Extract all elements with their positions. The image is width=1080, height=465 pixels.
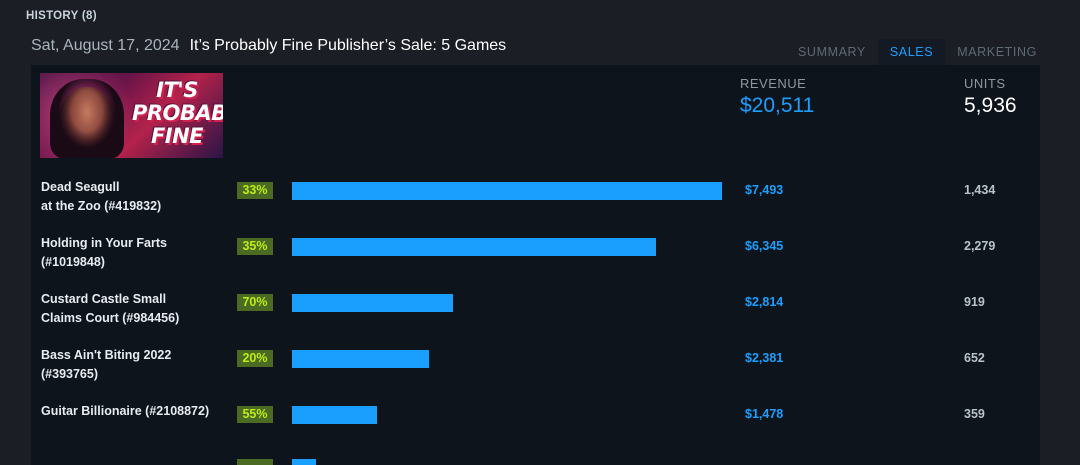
game-name[interactable]: Bass Ain't Biting 2022 (#393765) xyxy=(41,346,231,384)
game-name-line-2: Claims Court (#984456) xyxy=(41,311,180,325)
game-name-line-1: Custard Castle Small xyxy=(41,292,167,306)
discount-badge: 70% xyxy=(237,294,273,311)
units-label: UNITS xyxy=(964,76,1006,91)
row-units-value: 359 xyxy=(964,407,985,421)
partial-next-row xyxy=(237,457,327,465)
game-name-line-2: at the Zoo (#419832) xyxy=(41,199,162,213)
units-total: 5,936 xyxy=(964,94,1017,117)
revenue-bar xyxy=(292,182,722,200)
row-revenue-value: $6,345 xyxy=(745,239,784,253)
revenue-bar xyxy=(292,406,377,424)
capsule-logo-line-2: PROBABLY xyxy=(132,101,223,125)
row-units-value: 2,279 xyxy=(964,239,996,253)
sales-row[interactable]: Holding in Your Farts (#1019848) 35% $6,345… xyxy=(31,234,1040,290)
game-name-line-2: (#393765) xyxy=(41,367,98,381)
discount-badge: 33% xyxy=(237,182,273,199)
game-name-line-1: Holding in Your Farts xyxy=(41,236,167,250)
game-name[interactable]: Guitar Billionaire (#2108872) xyxy=(41,402,231,421)
history-label: HISTORY (8) xyxy=(26,10,97,22)
capsule-logo-line-3: FINE xyxy=(150,124,204,148)
revenue-bar xyxy=(292,294,453,312)
game-name-line-1: Bass Ain't Biting 2022 xyxy=(41,348,172,362)
row-revenue-value: $7,493 xyxy=(745,183,784,197)
discount-badge: 55% xyxy=(237,406,273,423)
sales-row[interactable]: Custard Castle Small Claims Court (#98445… xyxy=(31,290,1040,346)
game-name-line-1: Dead Seagull xyxy=(41,180,120,194)
discount-badge: 20% xyxy=(237,350,273,367)
tab-sales[interactable]: SALES xyxy=(877,39,946,65)
game-capsule-image[interactable]: IT'S PROBABLY FINE xyxy=(40,73,223,158)
tab-bar: SUMMARY SALES MARKETING xyxy=(786,39,1049,65)
capsule-logo-line-1: IT'S xyxy=(156,78,198,102)
sales-row[interactable]: Bass Ain't Biting 2022 (#393765) 20% $2,381… xyxy=(31,346,1040,402)
game-name-line-1: Guitar Billionaire (#2108872) xyxy=(41,404,210,418)
tab-marketing[interactable]: MARKETING xyxy=(957,45,1037,59)
sales-panel: IT'S PROBABLY FINE REVENUE $20,511 UNITS… xyxy=(31,65,1040,465)
row-units-value: 652 xyxy=(964,351,985,365)
revenue-label: REVENUE xyxy=(740,76,807,91)
revenue-bar xyxy=(292,350,429,368)
game-name[interactable]: Custard Castle Small Claims Court (#98445… xyxy=(41,290,231,328)
game-name[interactable]: Dead Seagull at the Zoo (#419832) xyxy=(41,178,231,216)
game-name[interactable]: Holding in Your Farts (#1019848) xyxy=(41,234,231,272)
capsule-character-hair xyxy=(50,79,124,158)
event-date: Sat, August 17, 2024 xyxy=(31,37,180,54)
row-revenue-value: $1,478 xyxy=(745,407,784,421)
tab-summary[interactable]: SUMMARY xyxy=(798,45,866,59)
sales-row[interactable]: Dead Seagull at the Zoo (#419832) 33% $7,49… xyxy=(31,178,1040,234)
revenue-total: $20,511 xyxy=(740,94,815,117)
revenue-bar xyxy=(292,238,656,256)
row-units-value: 919 xyxy=(964,295,985,309)
sales-row[interactable]: Guitar Billionaire (#2108872) 55% $1,478 35… xyxy=(31,402,1040,458)
event-header: Sat, August 17, 2024 It’s Probably Fine … xyxy=(31,37,506,59)
row-units-value: 1,434 xyxy=(964,183,996,197)
game-name-line-2: (#1019848) xyxy=(41,255,105,269)
capsule-logo-text: IT'S PROBABLY FINE xyxy=(132,78,223,148)
discount-badge: 35% xyxy=(237,238,273,255)
row-revenue-value: $2,814 xyxy=(745,295,784,309)
event-title[interactable]: It’s Probably Fine Publisher’s Sale: 5 G… xyxy=(189,37,507,54)
row-revenue-value: $2,381 xyxy=(745,351,784,365)
